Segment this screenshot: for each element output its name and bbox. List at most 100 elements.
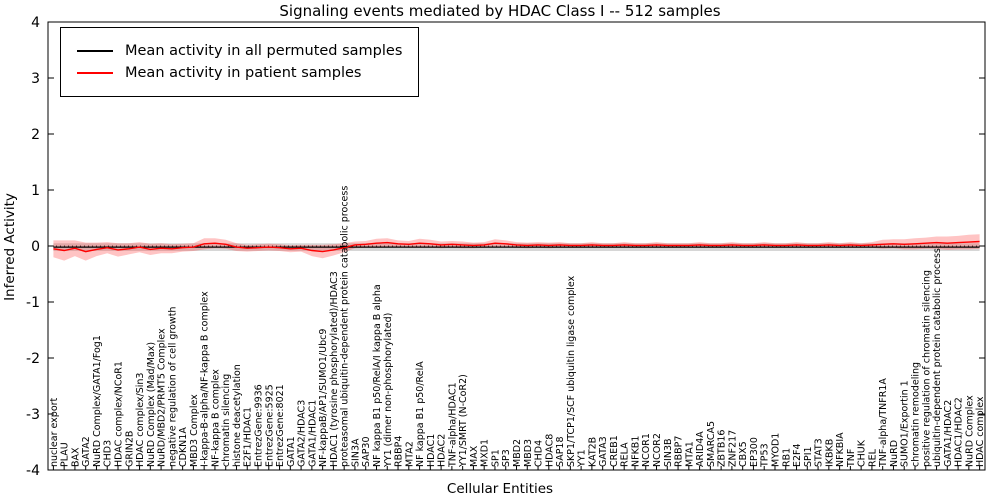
x-category-label: NCOR1 — [641, 433, 652, 467]
x-category-label: SP1 — [491, 449, 502, 467]
x-category-label: CHD4 — [534, 440, 545, 467]
y-tick-label: 4 — [31, 15, 40, 31]
x-category-label: RB1 — [781, 448, 792, 467]
x-category-label: YY1 — [577, 449, 588, 468]
x-category-label: CREB1 — [609, 435, 620, 467]
chart-title: Signaling events mediated by HDAC Class … — [279, 2, 721, 20]
x-category-label: HDAC2 — [437, 434, 448, 467]
x-category-label: chromatin remodeling — [911, 362, 922, 467]
x-category-label: NuRD Complex (Mad/Max) — [146, 342, 157, 467]
x-category-label: MBD3 — [523, 439, 534, 467]
x-category-label: NF-kappaB/AP1/SUMO1/Ubc9 — [318, 329, 329, 467]
x-category-label: ARID4A — [695, 431, 706, 467]
x-category-label: NF-kappa B complex — [210, 369, 221, 467]
y-tick-label: 1 — [31, 183, 40, 199]
y-tick-label: -2 — [26, 351, 40, 367]
x-category-label: TNF — [846, 449, 857, 468]
x-category-label: YY1/SMRT (N-CoR2) — [458, 374, 469, 468]
x-category-label: NF kappa B1 p50/RelA/I kappa B alpha — [372, 284, 383, 467]
x-category-label: RELA — [620, 442, 631, 467]
x-category-label: EntrezGene:8021 — [275, 384, 286, 467]
x-category-label: chromatin silencing — [221, 374, 232, 467]
x-category-label: TP53 — [760, 443, 771, 468]
x-category-label: RBBP4 — [394, 436, 405, 467]
legend-label-permuted: Mean activity in all permuted samples — [125, 43, 403, 59]
x-category-label: GATA2 — [81, 436, 92, 467]
x-category-label: SIN3A — [350, 438, 361, 467]
x-category-label: GATA2/HDAC3 — [297, 400, 308, 467]
x-axis-label: Cellular Entities — [446, 481, 554, 497]
legend-item-patient: Mean activity in patient samples — [77, 64, 402, 81]
x-category-label: EntrezGene:9936 — [254, 384, 265, 467]
x-category-label: proteasomal ubiquitin-dependent protein … — [340, 186, 351, 467]
legend-label-patient: Mean activity in patient samples — [125, 64, 362, 81]
x-category-label: TNF-alpha/HDAC1 — [447, 382, 458, 468]
x-category-label: SAP18 — [555, 436, 566, 467]
x-category-label: E2F1/HDAC1 — [243, 407, 254, 467]
x-category-label: EP300 — [749, 437, 760, 467]
patient-line-swatch — [77, 71, 113, 74]
x-category-label: ZNF217 — [727, 430, 738, 467]
x-category-label: NFKB1 — [631, 436, 642, 467]
x-category-label: SAP30 — [361, 436, 372, 467]
x-category-label: REL — [867, 448, 878, 467]
x-category-label: HDAC complex — [975, 396, 986, 467]
x-category-label: MBD3 Complex — [189, 394, 200, 467]
x-category-label: histone deacetylation — [232, 364, 243, 467]
x-category-label: NuRD — [889, 440, 900, 467]
x-category-label: MYOD1 — [771, 433, 782, 467]
x-category-label: negative regulation of cell growth — [167, 307, 178, 467]
x-category-label: I-kappa-B-alpha/NF-kappa B complex — [200, 291, 211, 467]
x-category-label: PLAU — [60, 442, 71, 467]
x-category-label: MTA1 — [684, 441, 695, 467]
x-category-label: EntrezGene:5925 — [264, 384, 275, 467]
x-category-label: NuRD/MBD2/PRMT5 Complex — [157, 328, 168, 467]
x-category-label: NuRD Complex — [964, 395, 975, 467]
x-category-label: GATA1 — [286, 436, 297, 467]
x-category-label: CHD3 — [103, 440, 114, 467]
permuted-line-swatch — [77, 50, 113, 53]
x-category-label: SIN3B — [663, 439, 674, 468]
x-category-label: GATA3 — [598, 436, 609, 467]
y-tick-label: 3 — [31, 71, 40, 87]
x-category-label: SP3 — [501, 449, 512, 467]
y-tick-label: 0 — [31, 239, 40, 255]
x-category-label: NFKBIA — [835, 432, 846, 467]
x-category-label: GATA1/HDAC2 — [943, 400, 954, 467]
x-category-label: SUMO1/Exportin 1 — [900, 380, 911, 467]
y-tick-label: 2 — [31, 127, 40, 143]
x-category-label: MAX — [469, 445, 480, 467]
x-category-label: MTA2 — [404, 441, 415, 467]
x-category-label: SKP1/TCP1/SCF ubiquitin ligase complex — [566, 275, 577, 467]
legend-item-permuted: Mean activity in all permuted samples — [77, 44, 402, 59]
x-category-label: RBBP7 — [674, 436, 685, 467]
x-category-label: CHUK — [857, 439, 868, 467]
x-category-label: CBX5 — [738, 441, 749, 467]
x-category-label: GATA1/HDAC1 — [307, 400, 318, 467]
x-category-label: IKBKB — [824, 439, 835, 467]
y-tick-label: -3 — [26, 407, 40, 423]
x-category-label: CDKN1A — [178, 427, 189, 467]
x-category-label: MXD1 — [480, 439, 491, 467]
legend: Mean activity in all permuted samples Me… — [60, 27, 420, 97]
x-category-label: HDAC1 (tyrosine phosphorylated)/HDAC3 — [329, 271, 340, 467]
x-category-label: HDAC complex/NCoR1 — [114, 361, 125, 467]
x-category-label: STAT3 — [814, 438, 825, 467]
x-category-label: HDAC1/HDAC2 — [954, 397, 965, 467]
x-category-label: HDAC complex/Sin3 — [135, 373, 146, 467]
x-category-label: nuclear export — [49, 397, 60, 467]
x-category-label: HDAC1 — [426, 434, 437, 467]
x-category-label: YY1 (dimer non-phosphorylated) — [383, 313, 394, 468]
x-category-label: NuRD Complex/GATA1/Fog1 — [92, 335, 103, 467]
x-category-label: KAT2B — [587, 437, 598, 467]
x-category-label: GRIN2B — [124, 431, 135, 467]
x-category-label: TNF-alpha/TNFR1A — [878, 378, 889, 468]
patient-line — [53, 240, 980, 253]
x-category-label: MBD2 — [512, 439, 523, 467]
x-category-label: NCOR2 — [652, 433, 663, 467]
x-category-label: NF kappa B1 p50/RelA — [415, 361, 426, 467]
x-category-label: ubiquitin-dependent protein catabolic pr… — [932, 248, 943, 467]
x-category-label: E2F4 — [792, 443, 803, 467]
